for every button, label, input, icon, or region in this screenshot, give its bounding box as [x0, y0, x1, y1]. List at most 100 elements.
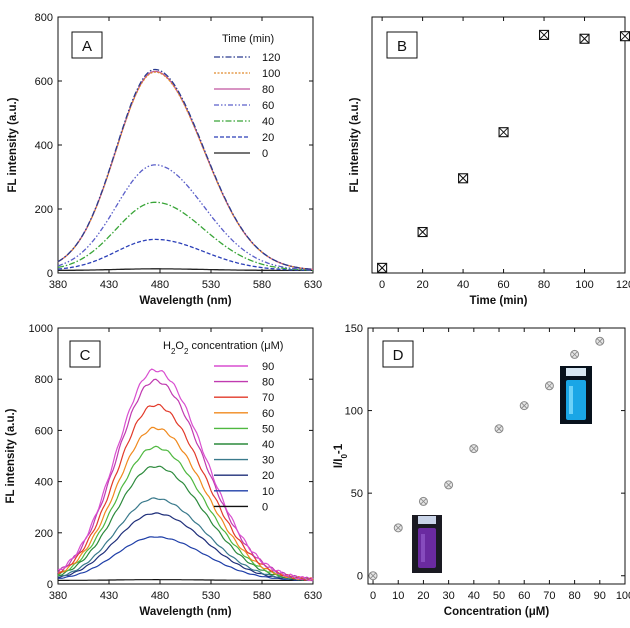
point-cross [579, 33, 590, 44]
point-hatch [369, 572, 377, 579]
legend-title: Time (min) [222, 33, 274, 45]
x-tick-label: 40 [457, 279, 469, 291]
point-hatch [420, 498, 427, 505]
vial-liquid [418, 528, 436, 568]
x-tick-label: 530 [202, 279, 220, 291]
y-axis-label-part: -1 [333, 443, 345, 454]
panel-letter-box [69, 340, 101, 368]
data-point [498, 127, 509, 138]
x-tick-label: 380 [49, 279, 67, 291]
legend-label: 90 [262, 361, 274, 373]
series-line-0 [58, 579, 313, 581]
vial-photo-uv [560, 366, 592, 424]
data-point [595, 336, 605, 346]
vial-cap [418, 516, 436, 524]
y-axis-label: FL intensity (a.u.) [349, 97, 361, 192]
x-axis-label: Wavelength (nm) [139, 295, 231, 307]
x-tick-label: 0 [370, 590, 376, 602]
data-point [494, 424, 504, 434]
panel-letter: A [82, 38, 92, 55]
series-line-80 [57, 70, 314, 271]
panel-letter: B [397, 38, 407, 55]
data-point [393, 523, 403, 533]
data-point [579, 33, 590, 44]
y-tick-label: 200 [35, 528, 53, 540]
series-line-0 [58, 268, 313, 272]
x-tick-label: 0 [379, 279, 385, 291]
x-tick-label: 480 [151, 590, 169, 602]
legend-label: 20 [262, 470, 274, 482]
vial-glare [569, 386, 573, 414]
x-tick-label: 430 [100, 279, 118, 291]
x-axis-label: Wavelength (nm) [139, 606, 231, 618]
panel-D: 0 10 20 30 40 50 60 70 80 90 100 0 50 100 150 Concentra… [333, 323, 630, 618]
legend-label: 40 [262, 116, 274, 128]
x-tick-label: 10 [392, 590, 404, 602]
y-tick-label: 0 [357, 571, 363, 583]
data-point [377, 262, 388, 273]
x-axis-label-part: μ [529, 606, 536, 618]
panel-B: 0 20 40 60 80 100 120 Time (min) FL intensity (a… [349, 16, 630, 307]
y-tick-label: 1000 [29, 323, 53, 335]
legend-title-part: M) [271, 340, 284, 352]
x-tick-label: 20 [416, 279, 428, 291]
data-point [444, 480, 454, 490]
x-tick-label: 90 [594, 590, 606, 602]
data-point [418, 496, 428, 506]
y-axis-label: FL intensity (a.u.) [7, 97, 19, 192]
data-point [619, 31, 630, 42]
series-line-40 [57, 465, 314, 581]
x-tick-label: 380 [49, 590, 67, 602]
series-line-30 [57, 497, 314, 582]
panel-letter-box [71, 31, 103, 59]
data-point [368, 571, 378, 581]
data-point [570, 349, 580, 359]
x-tick-label: 60 [518, 590, 530, 602]
series-line-120 [57, 68, 314, 270]
x-tick-label: 80 [568, 590, 580, 602]
panel-letter: D [393, 347, 404, 364]
x-tick-label: 60 [497, 279, 509, 291]
x-axis-label: Time (min) [470, 295, 528, 307]
x-tick-label: 30 [443, 590, 455, 602]
x-tick-label: 480 [151, 279, 169, 291]
y-axis-label-part: 0 [340, 454, 349, 459]
x-tick-label: 430 [100, 590, 118, 602]
x-tick-label: 70 [543, 590, 555, 602]
legend-label: 60 [262, 408, 274, 420]
point-hatch [596, 338, 603, 345]
series-line-40 [57, 201, 314, 271]
point-hatch [571, 351, 578, 358]
x-tick-label: 100 [575, 279, 593, 291]
legend-title-part: 2 [171, 347, 176, 356]
x-tick-label: 630 [304, 279, 322, 291]
y-axis-label-part: I/I [333, 459, 345, 469]
x-tick-label: 120 [616, 279, 630, 291]
x-tick-label: 20 [417, 590, 429, 602]
legend-label: 30 [262, 455, 274, 467]
legend-label: 10 [262, 486, 274, 498]
legend-label: 70 [262, 392, 274, 404]
x-tick-label: 530 [202, 590, 220, 602]
legend-label: 20 [262, 132, 274, 144]
data-point [458, 173, 469, 184]
vial-photo-dark [412, 515, 442, 573]
legend-label: 0 [262, 148, 268, 160]
y-tick-label: 0 [47, 579, 53, 591]
panel-letter-box [382, 340, 414, 368]
x-tick-label: 80 [538, 279, 550, 291]
legend-label: 40 [262, 439, 274, 451]
plot-frame [57, 327, 314, 585]
series-line-20 [57, 238, 314, 271]
point-cross [498, 127, 509, 138]
series-line-60 [57, 164, 314, 271]
series-line-100 [57, 71, 314, 271]
series-line-70 [57, 403, 314, 581]
x-axis-label-part: Concentration ( [444, 606, 529, 618]
point-cross [620, 31, 630, 42]
legend-label: 80 [262, 377, 274, 389]
legend-title-part: O [175, 340, 184, 352]
panel-A: 380 430 480 530 580 6300200400600800Wavelengt… [7, 12, 322, 307]
point-hatch [395, 524, 402, 531]
